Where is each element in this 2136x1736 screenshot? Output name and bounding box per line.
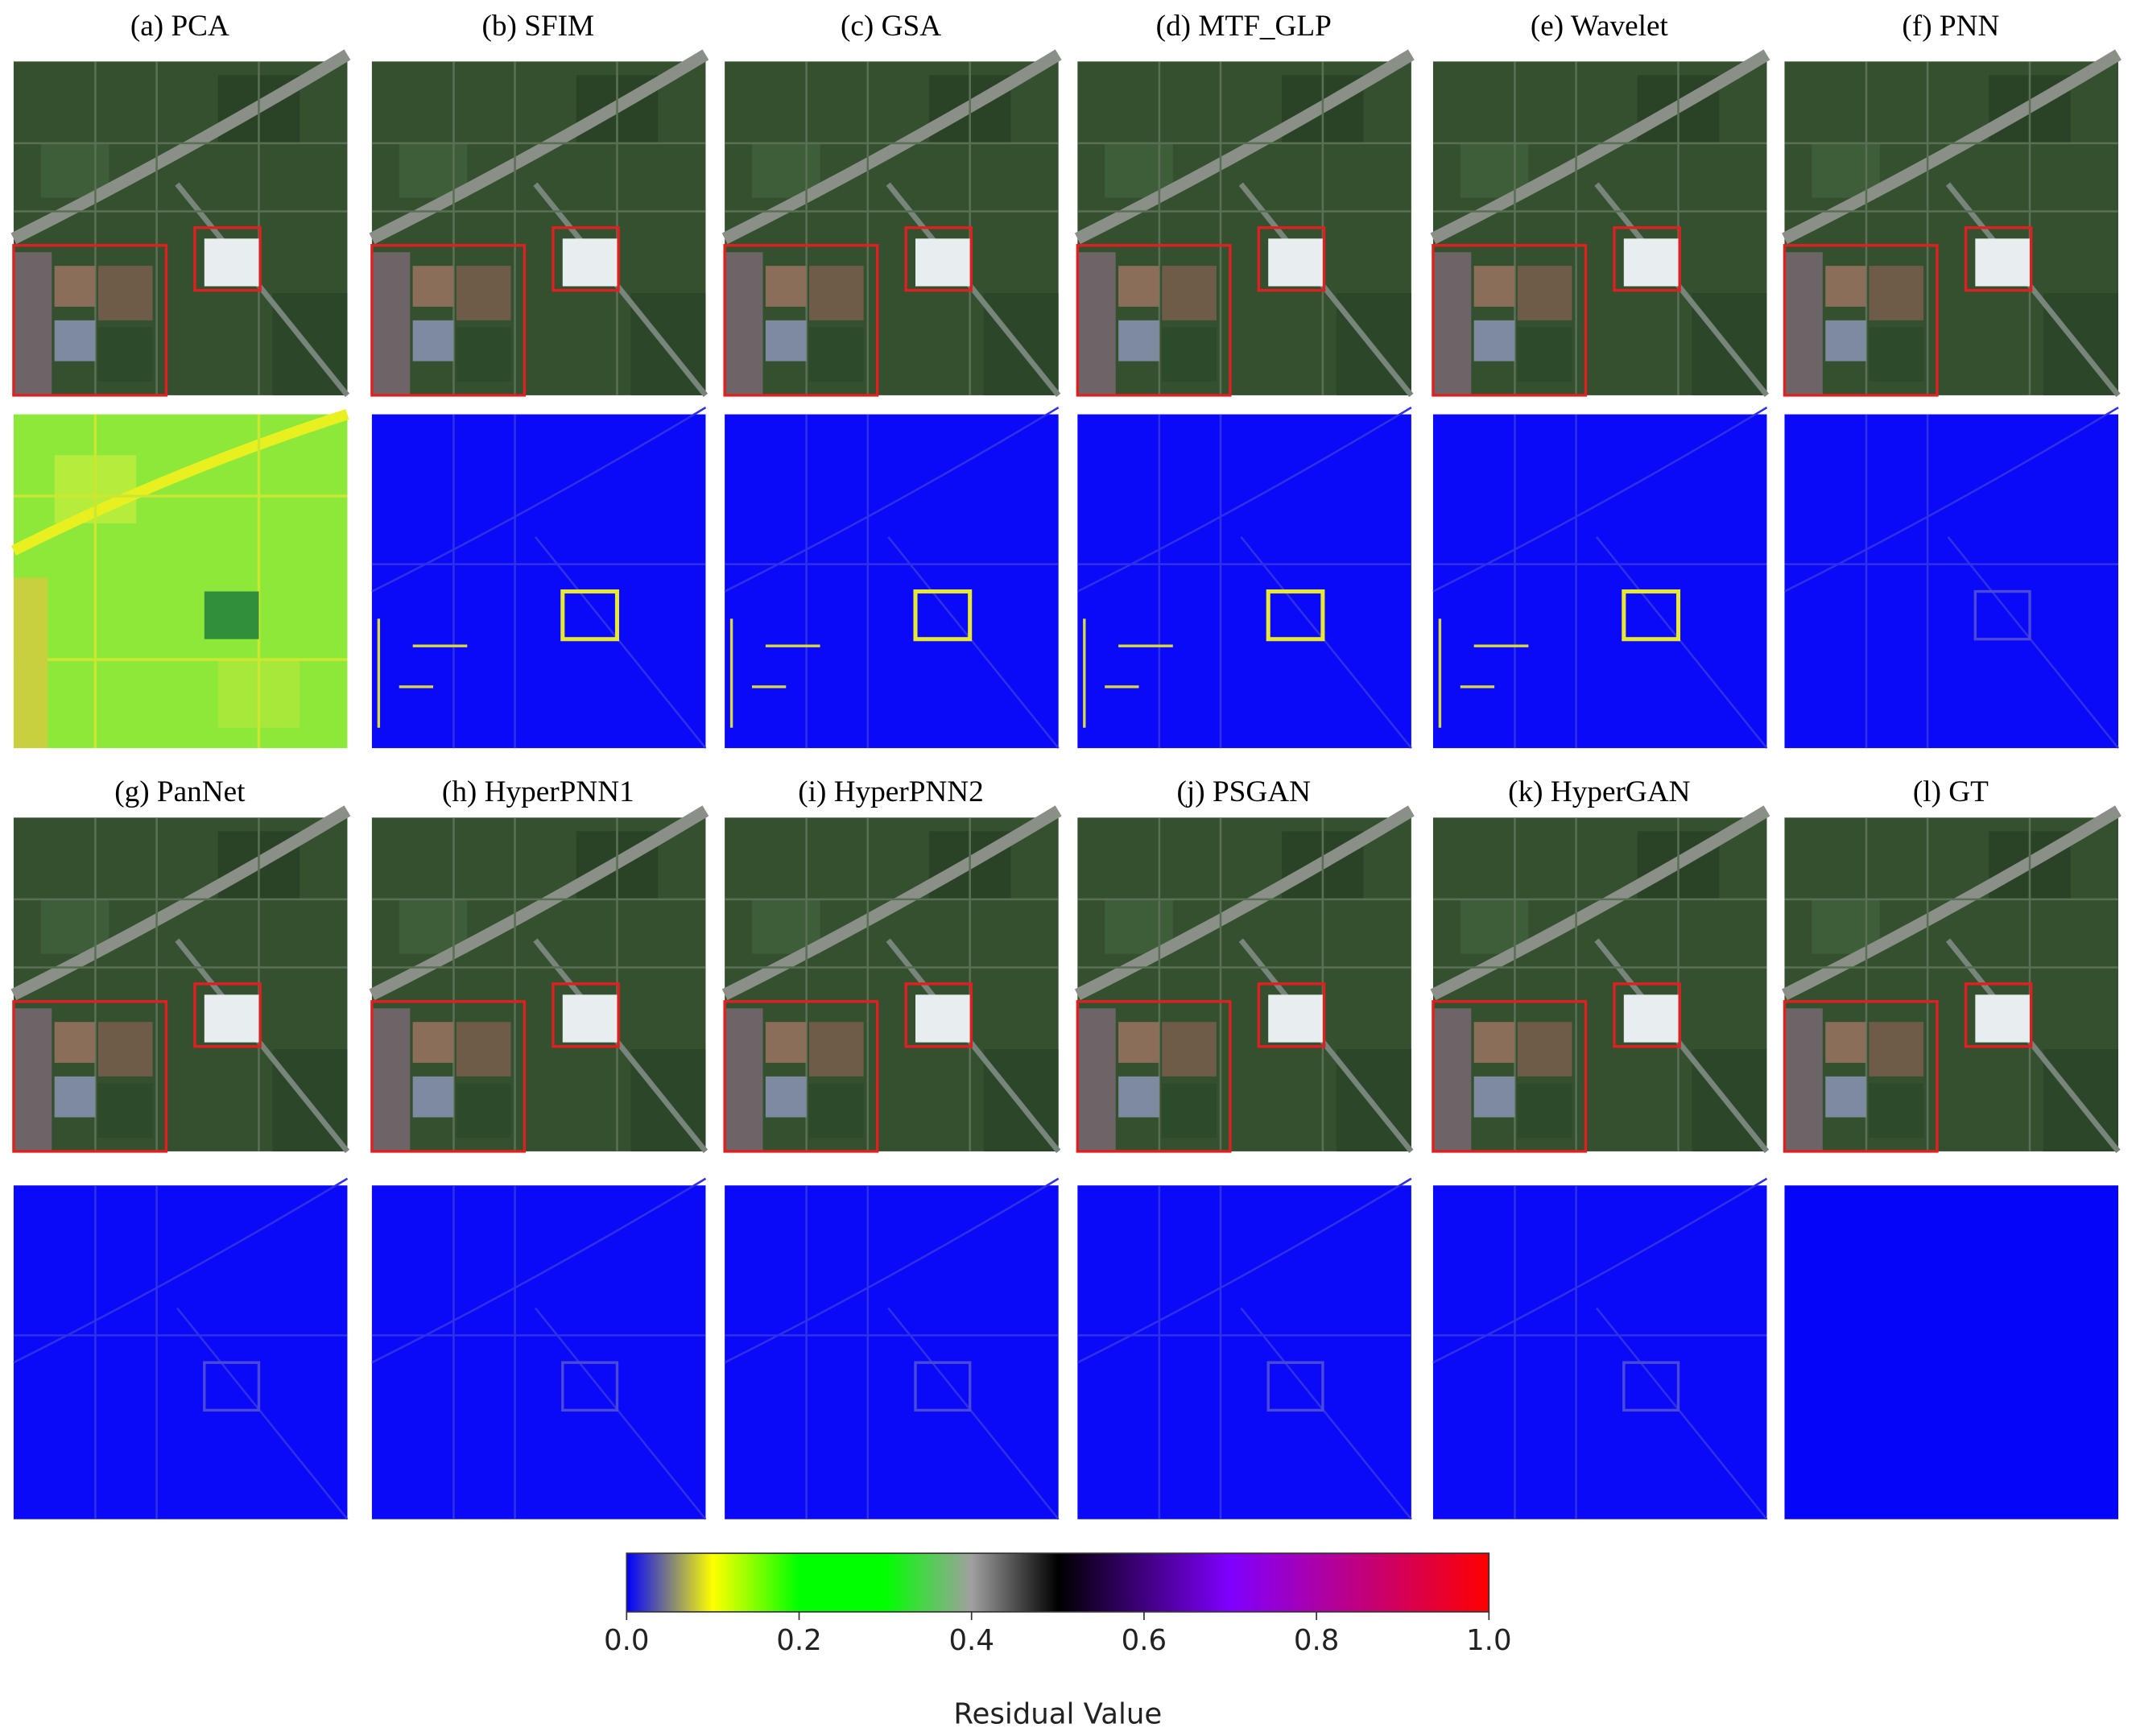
colorbar [626, 1552, 1490, 1613]
residual-map [14, 415, 348, 749]
colorbar-tick-label: 0.8 [1294, 1624, 1339, 1657]
fused-image [372, 55, 706, 395]
fused-image [725, 55, 1059, 395]
panel-label: (j) PSGAN [1177, 775, 1312, 808]
panel-label: (h) HyperPNN1 [442, 775, 634, 808]
residual-map [1432, 1177, 1769, 1521]
colorbar-label: Residual Value [953, 1698, 1162, 1731]
residual-map [370, 1177, 708, 1521]
panel-label: (l) GT [1913, 775, 1989, 808]
residual-map [1433, 407, 1767, 748]
residual-map [725, 407, 1059, 748]
fused-image [14, 811, 348, 1151]
colorbar-tick-label: 0.0 [604, 1624, 649, 1657]
fused-image [372, 811, 706, 1151]
panel-label: (d) MTF_GLP [1156, 10, 1332, 43]
colorbar-tick-label: 0.6 [1122, 1624, 1167, 1657]
panel-label: (g) PanNet [114, 775, 246, 808]
panel-label: (b) SFIM [482, 10, 595, 43]
residual-map [12, 1177, 349, 1521]
panel-label: (f) PNN [1902, 10, 1999, 43]
panel-label: (c) GSA [841, 10, 941, 43]
residual-map [1784, 1185, 2119, 1519]
fused-image [14, 55, 348, 395]
fused-image [725, 811, 1059, 1151]
fused-image [1077, 811, 1411, 1151]
colorbar-tick-label: 1.0 [1466, 1624, 1511, 1657]
residual-map [372, 407, 706, 748]
panel-label: (k) HyperGAN [1508, 775, 1690, 808]
residual-map [723, 1177, 1060, 1521]
residual-map [1783, 406, 2120, 750]
panel-label: (e) Wavelet [1531, 10, 1669, 43]
residual-map [1076, 1177, 1413, 1521]
residual-map [1077, 407, 1411, 748]
fused-image [1784, 811, 2118, 1151]
fused-image [1784, 55, 2118, 395]
fused-image [1077, 55, 1411, 395]
fused-image [1433, 55, 1767, 395]
panel-label: (i) HyperPNN2 [798, 775, 984, 808]
panel-label: (a) PCA [130, 10, 229, 43]
fused-image [1433, 811, 1767, 1151]
colorbar-tick-label: 0.2 [776, 1624, 821, 1657]
colorbar-tick-label: 0.4 [948, 1624, 994, 1657]
